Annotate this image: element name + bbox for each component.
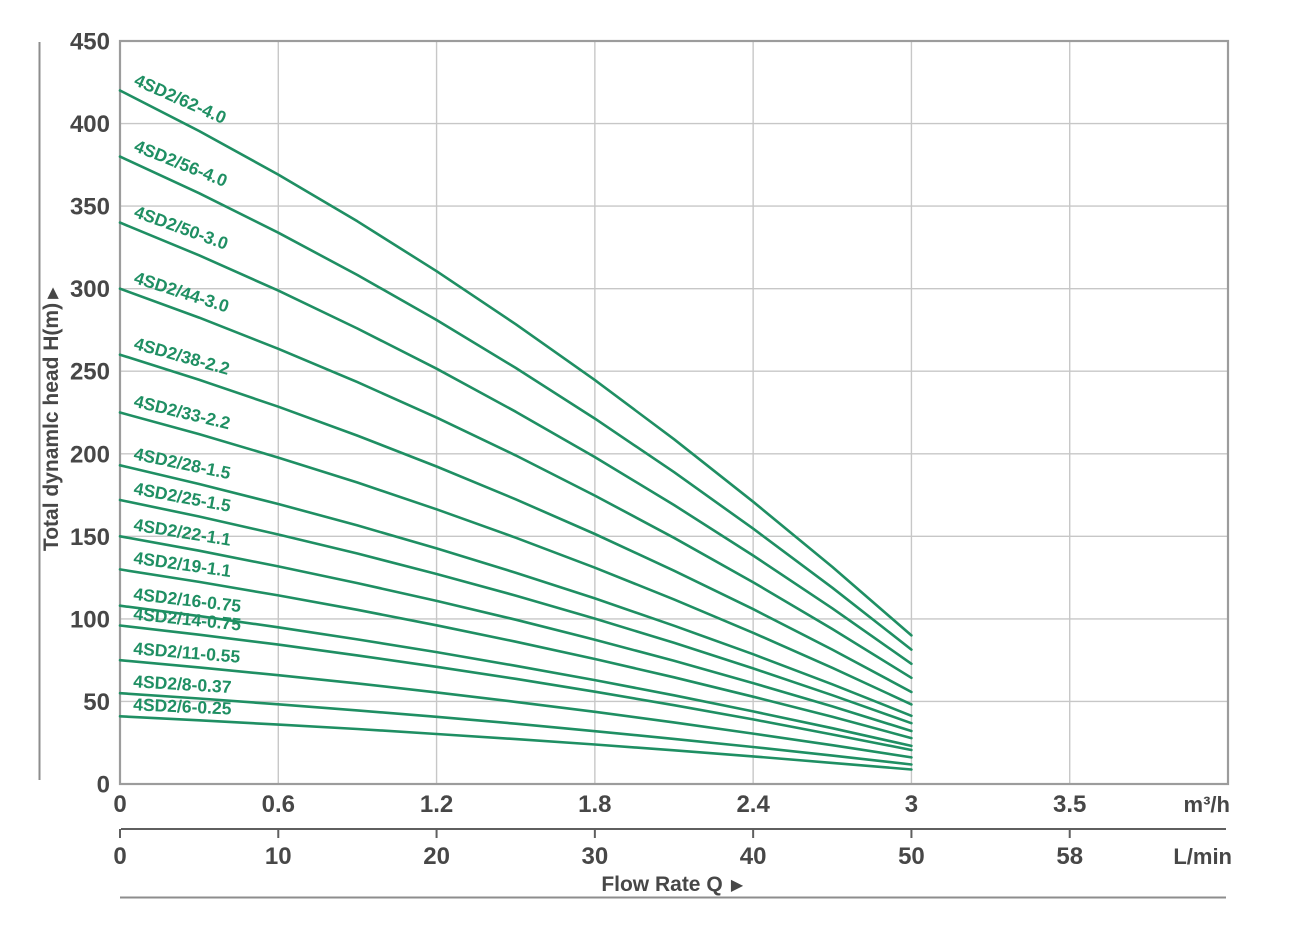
curve-4SD2-25-1-5 bbox=[118, 498, 913, 725]
x-tick-label-m3h: 1.8 bbox=[578, 791, 611, 818]
curve-label-4SD2-44-3-0: 4SD2/44-3.0 bbox=[132, 267, 232, 316]
x-tick-label-lmin: 30 bbox=[582, 843, 609, 870]
curve-4SD2-56-4-0 bbox=[118, 155, 913, 651]
x-tick-label-lmin: 0 bbox=[113, 843, 126, 870]
curve-4SD2-14-0-75 bbox=[118, 624, 913, 752]
x-tick-label-lmin: 40 bbox=[740, 843, 767, 870]
curve-4SD2-11-0-55 bbox=[118, 658, 913, 759]
curve-label-4SD2-8-0-37: 4SD2/8-0.37 bbox=[133, 671, 232, 697]
y-tick-label: 400 bbox=[70, 111, 110, 138]
curve-4SD2-28-1-5 bbox=[118, 464, 913, 718]
y-tick-label: 350 bbox=[70, 194, 110, 221]
grid-layer bbox=[118, 39, 1230, 786]
plot-border bbox=[118, 39, 1230, 786]
x-tick-label-lmin: 20 bbox=[423, 843, 450, 870]
curve-4SD2-19-1-1 bbox=[118, 568, 913, 740]
x-tick-label-m3h: 3 bbox=[905, 791, 918, 818]
curve-4SD2-38-2-2 bbox=[118, 353, 913, 694]
x-unit-lmin: L/min bbox=[1173, 844, 1232, 869]
curve-label-4SD2-28-1-5: 4SD2/28-1.5 bbox=[132, 444, 233, 484]
y-tick-label: 150 bbox=[70, 524, 110, 551]
y-tick-label: 0 bbox=[97, 772, 110, 799]
curve-4SD2-33-2-2 bbox=[118, 411, 913, 706]
curve-4SD2-6-0-25 bbox=[118, 715, 913, 771]
y-tick-label: 450 bbox=[70, 29, 110, 56]
x-tick-label-lmin: 50 bbox=[898, 843, 925, 870]
curve-label-4SD2-33-2-2: 4SD2/33-2.2 bbox=[132, 391, 232, 433]
y-tick-label: 200 bbox=[70, 441, 110, 468]
y-tick-label: 300 bbox=[70, 276, 110, 303]
curve-labels-layer: 4SD2/62-4.0 4SD2/56-4.0 4SD2/50-3.0 4SD2/44… bbox=[131, 70, 242, 719]
x-tick-label-m3h: 0.6 bbox=[262, 791, 295, 818]
x-tick-label-lmin: 10 bbox=[265, 843, 292, 870]
curve-4SD2-62-4-0 bbox=[118, 89, 913, 637]
x-tick-label-m3h: 0 bbox=[113, 791, 126, 818]
curve-label-4SD2-6-0-25: 4SD2/6-0.25 bbox=[133, 694, 232, 718]
flow-rate-right-arrow-icon: ▶ bbox=[731, 875, 744, 894]
curve-4SD2-22-1-1 bbox=[118, 535, 913, 733]
curve-label-4SD2-25-1-5: 4SD2/25-1.5 bbox=[132, 478, 233, 516]
curves-layer bbox=[118, 89, 913, 771]
curve-label-4SD2-38-2-2: 4SD2/38-2.2 bbox=[132, 333, 232, 379]
x-unit-m3h: m³/h bbox=[1184, 792, 1230, 817]
curve-label-4SD2-56-4-0: 4SD2/56-4.0 bbox=[132, 136, 231, 191]
curve-label-4SD2-50-3-0: 4SD2/50-3.0 bbox=[132, 202, 231, 254]
x-tick-label-m3h: 3.5 bbox=[1053, 791, 1086, 818]
lmin-ruler-layer bbox=[119, 828, 1226, 838]
y-tick-label: 50 bbox=[83, 689, 110, 716]
x-tick-label-lmin: 58 bbox=[1056, 843, 1083, 870]
curve-4SD2-44-3-0 bbox=[118, 287, 913, 680]
x-tick-label-m3h: 2.4 bbox=[736, 791, 770, 818]
curve-4SD2-16-0-75 bbox=[118, 604, 913, 748]
y-tick-label: 100 bbox=[70, 606, 110, 633]
curve-label-4SD2-19-1-1: 4SD2/19-1.1 bbox=[132, 548, 232, 582]
y-tick-label: 250 bbox=[70, 359, 110, 386]
y-axis-up-arrow-icon: ▲ bbox=[47, 283, 59, 301]
curve-4SD2-50-3-0 bbox=[118, 221, 913, 666]
curve-4SD2-8-0-37 bbox=[118, 691, 913, 766]
x-axis-title: Flow Rate Q bbox=[601, 873, 722, 896]
curve-label-4SD2-62-4-0: 4SD2/62-4.0 bbox=[131, 70, 229, 128]
x-tick-label-m3h: 1.2 bbox=[420, 791, 453, 818]
y-axis-title: Total dynamlc head H(m) bbox=[40, 303, 63, 551]
